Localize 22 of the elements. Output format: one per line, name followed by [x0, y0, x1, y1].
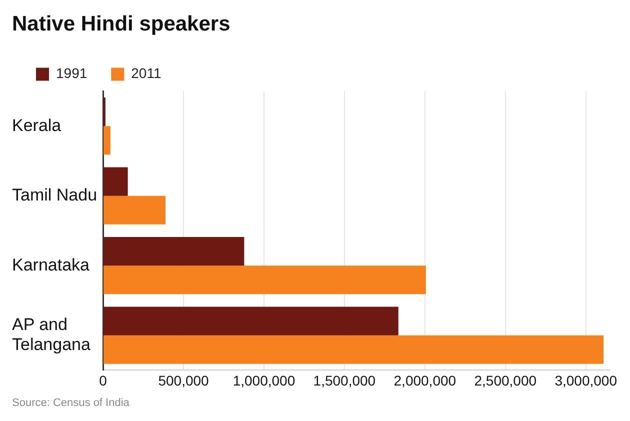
- bar: [104, 126, 110, 155]
- source-note: Source: Census of India: [11, 396, 130, 411]
- x-tick-label: 1,000,000: [232, 372, 296, 388]
- bar: [104, 167, 128, 196]
- x-tick-label: 0: [99, 372, 108, 388]
- chart-title: Native Hindi speakers: [12, 12, 230, 36]
- x-tick-label: 2,500,000: [474, 372, 537, 388]
- x-tick-label: 2,000,000: [394, 372, 456, 388]
- y-tick-label: AP and Telangana: [12, 314, 92, 354]
- bar: [104, 266, 426, 294]
- bar: [104, 196, 166, 224]
- y-tick-label: Tamil Nadu: [12, 186, 98, 205]
- bar: [104, 236, 244, 266]
- x-tick-label: 3,000,000: [554, 372, 618, 388]
- legend-label: 1991: [56, 65, 88, 82]
- x-tick-label: 500,000: [158, 372, 210, 388]
- bar: [104, 335, 604, 364]
- bar: [104, 306, 398, 336]
- y-tick-label: Karnataka: [12, 255, 90, 274]
- x-tick-label: 1,500,000: [313, 372, 376, 388]
- y-tick-label: Kerala: [12, 116, 62, 135]
- legend-label: 2011: [131, 65, 162, 82]
